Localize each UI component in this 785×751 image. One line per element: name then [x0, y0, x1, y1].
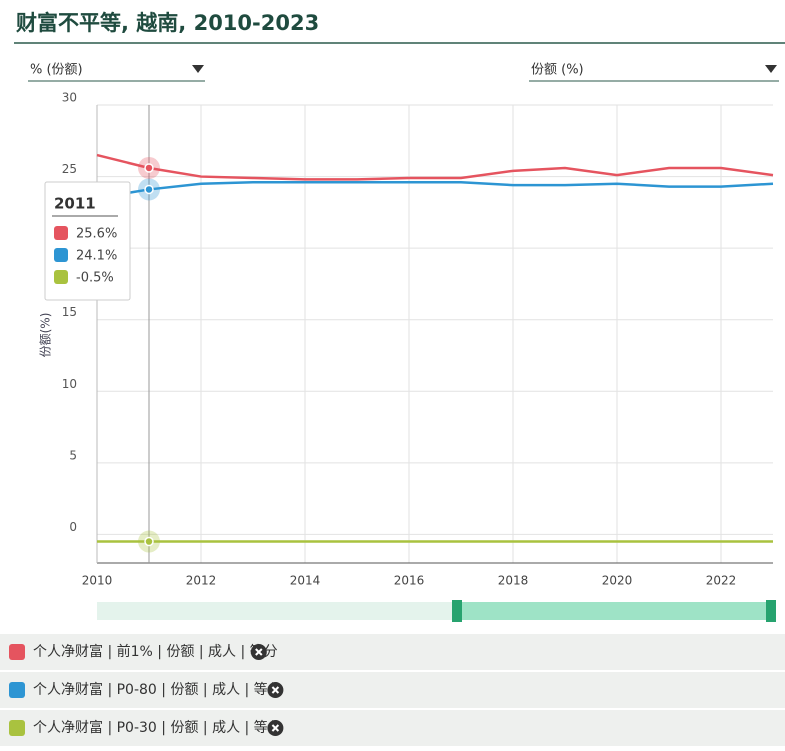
legend-label: 个人净财富 | P0-30 | 份额 | 成人 | 等分 — [33, 719, 282, 736]
chart-title: 财富不平等, 越南, 2010-2023 — [16, 11, 319, 35]
tooltip-swatch — [54, 226, 68, 240]
x-tick-label: 2022 — [706, 574, 737, 588]
measure-dropdown[interactable]: 份额 (%) — [529, 63, 779, 82]
tooltip-value: 25.6% — [76, 227, 117, 242]
tooltip-swatch — [54, 248, 68, 262]
highlight-point — [144, 163, 154, 173]
series-line — [96, 181, 774, 200]
legend-swatch — [9, 644, 25, 660]
x-tick-label: 2014 — [290, 574, 321, 588]
tooltip: 2011 25.6% 24.1% -0.5% — [44, 181, 131, 301]
legend-row[interactable] — [0, 634, 785, 670]
x-tick-label: 2016 — [394, 574, 425, 588]
tooltip-value: -0.5% — [76, 271, 114, 286]
series-line — [96, 153, 774, 181]
x-tick-label: 2010 — [82, 574, 113, 588]
range-slider[interactable] — [97, 600, 776, 622]
x-tick-label: 2018 — [498, 574, 529, 588]
dropdown-label: 份额 (%) — [531, 63, 584, 78]
y-tick-label: 10 — [62, 377, 77, 391]
slider-handle[interactable] — [452, 600, 462, 622]
legend-swatch — [9, 720, 25, 736]
legend-swatch — [9, 682, 25, 698]
y-tick-label: 15 — [62, 305, 77, 319]
y-tick-label: 5 — [69, 448, 77, 462]
remove-icon — [271, 724, 280, 732]
highlight-point — [144, 184, 154, 195]
y-tick-label: 30 — [62, 91, 77, 105]
remove-icon — [255, 648, 263, 656]
remove-icon — [271, 686, 280, 694]
x-tick-label: 2020 — [602, 574, 633, 588]
slider-range — [457, 602, 773, 620]
dropdown-arrow — [192, 65, 204, 73]
highlight-point — [144, 536, 154, 547]
legend-label: 个人净财富 | P0-80 | 份额 | 成人 | 等分 — [33, 681, 282, 698]
x-tick-label: 2012 — [186, 574, 217, 588]
legend-row[interactable] — [0, 710, 785, 746]
legend-label: 个人净财富 | 前1% | 份额 | 成人 | 等分 — [33, 643, 278, 660]
y-tick-label: 25 — [62, 162, 77, 176]
slider-handle[interactable] — [766, 600, 776, 622]
y-axis-label: 份额(%) — [39, 313, 53, 358]
tooltip-title: 2011 — [54, 195, 96, 213]
unit-dropdown[interactable]: % (份额) — [28, 63, 205, 82]
dropdown-arrow — [765, 65, 777, 73]
tooltip-value: 24.1% — [76, 249, 117, 264]
tooltip-swatch — [54, 270, 68, 284]
y-tick-label: 0 — [69, 520, 77, 534]
dropdown-label: % (份额) — [30, 63, 83, 78]
legend-row[interactable] — [0, 672, 785, 708]
